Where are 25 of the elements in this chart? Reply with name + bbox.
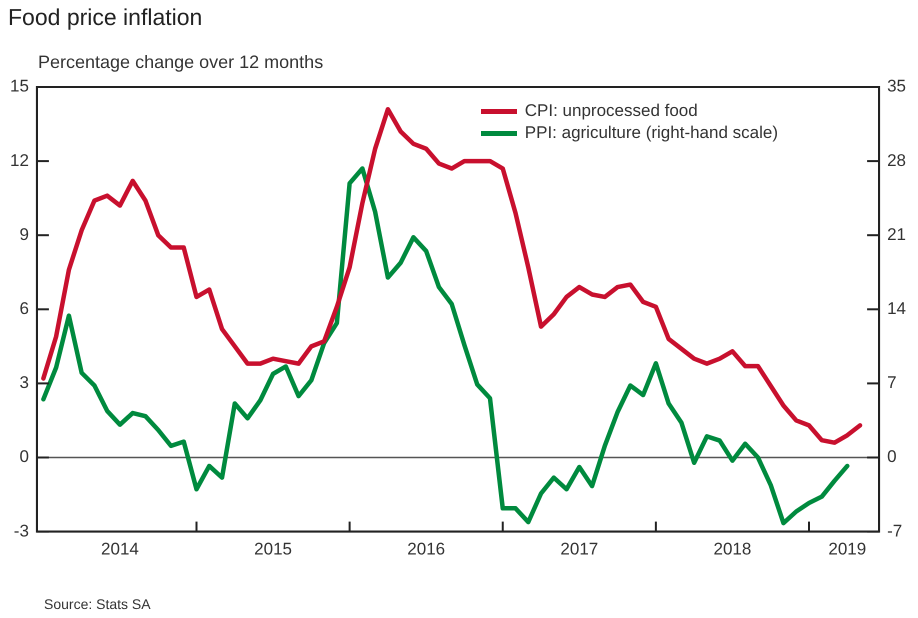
y2-tick-label: 35 [887, 76, 906, 96]
y-tick-label: 0 [19, 447, 29, 466]
legend-label: CPI: unprocessed food [524, 101, 698, 121]
y2-tick-label: 21 [887, 224, 906, 244]
y2-tick-label: 7 [887, 373, 897, 392]
y-tick-label: 9 [19, 224, 29, 244]
source-note: Source: Stats SA [44, 596, 151, 612]
x-tick-label: 2016 [407, 539, 446, 558]
x-tick-label: 2017 [560, 539, 598, 558]
y-tick-label: 12 [10, 150, 29, 170]
y-tick-label: 6 [19, 298, 29, 318]
x-tick-label: 2018 [714, 539, 752, 558]
y2-tick-label: 14 [887, 298, 906, 318]
x-tick-label: 2019 [828, 539, 866, 558]
x-tick-label: 2015 [254, 539, 292, 558]
y-tick-label: -3 [14, 521, 29, 540]
chart-subtitle: Percentage change over 12 months [38, 52, 324, 73]
y2-tick-label: 28 [887, 150, 906, 170]
chart-title: Food price inflation [8, 4, 202, 31]
y2-tick-label: 0 [887, 447, 897, 466]
y2-tick-label: -7 [887, 521, 902, 540]
x-tick-label: 2014 [101, 539, 139, 558]
y-tick-label: 3 [19, 373, 29, 392]
y-tick-label: 15 [10, 76, 29, 96]
legend-label: PPI: agriculture (right-hand scale) [524, 123, 778, 143]
